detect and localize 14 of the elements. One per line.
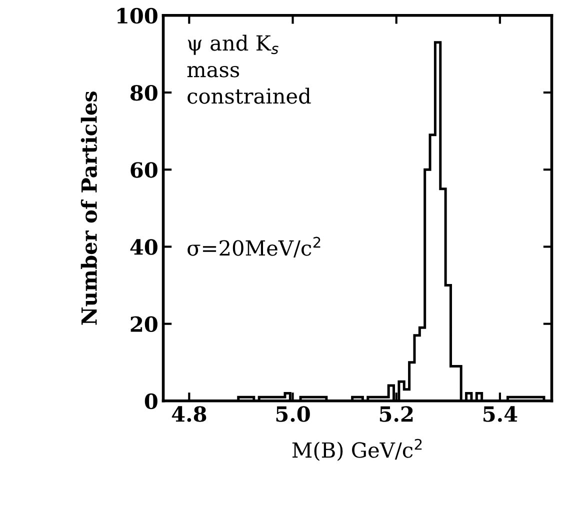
x-tick-label: 5.2 [380,406,413,422]
y-tick-label: 40 [130,239,158,255]
y-tick-label: 0 [144,393,158,410]
x-tick-label: 5.0 [276,406,310,422]
x-axis-title: M(B) GeV/c$^{2}$ [292,438,422,461]
y-tick-label: 60 [130,162,158,178]
y-tick-label: 20 [130,316,158,332]
y-axis-title: Number of Particles [80,91,97,325]
x-tick-label: 5.4 [484,406,518,422]
annotation: σ=20MeV/c$^{2}$ [188,236,320,258]
y-tick-label: 100 [117,8,158,24]
y-tick-label: 80 [130,84,158,101]
x-tick-label: 4.8 [172,406,206,422]
text: ψ and K$_{s}$ mass constrained [187,34,311,104]
